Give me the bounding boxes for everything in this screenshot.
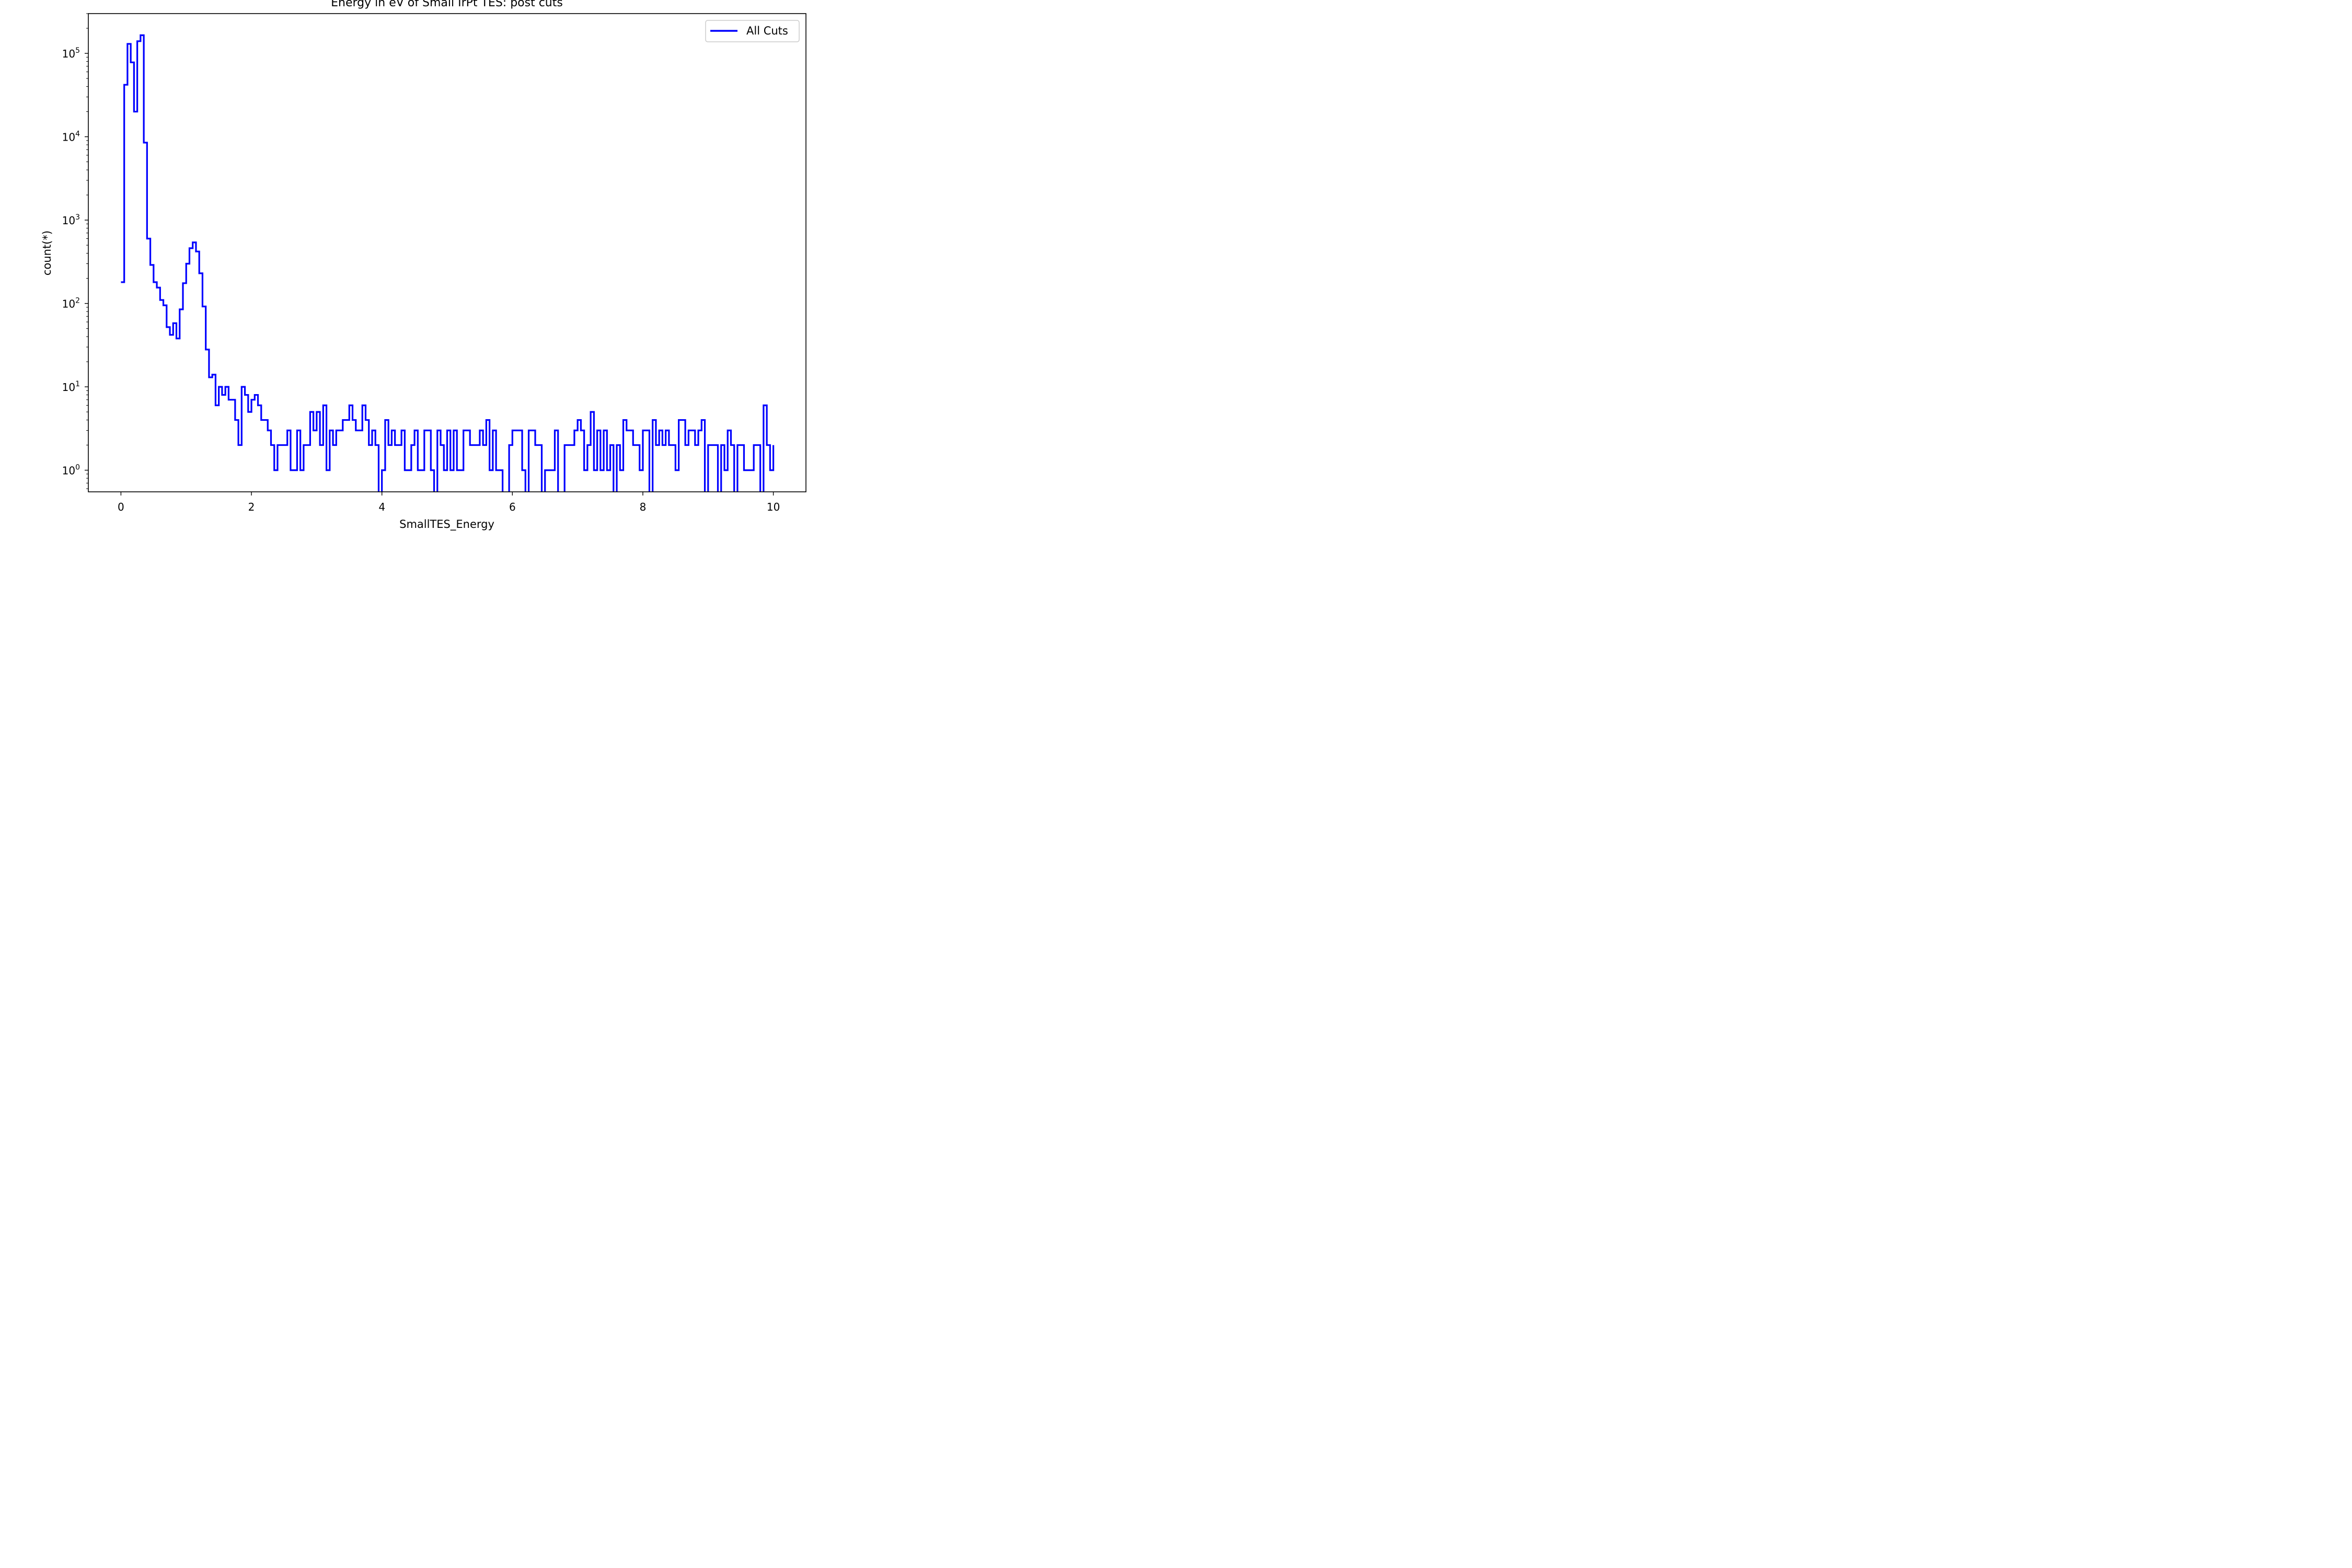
- y-axis-label: count(*): [41, 230, 53, 275]
- y-tick-base: 10: [62, 381, 75, 394]
- y-tick-exponent: 4: [75, 130, 80, 139]
- plot-frame: [88, 13, 806, 492]
- y-tick-base: 10: [62, 48, 75, 60]
- y-tick-base: 10: [62, 214, 75, 227]
- y-tick-label: 103: [62, 213, 80, 227]
- x-tick-label: 0: [118, 501, 124, 513]
- histogram-chart: Energy in eV of Small IrPt TES: post cut…: [0, 0, 809, 539]
- y-tick-exponent: 2: [75, 297, 80, 305]
- y-tick-exponent: 3: [75, 213, 80, 222]
- chart-title: Energy in eV of Small IrPt TES: post cut…: [331, 0, 563, 9]
- y-tick-exponent: 0: [75, 464, 80, 472]
- x-tick-label: 10: [767, 501, 780, 513]
- y-tick-base: 10: [62, 298, 75, 310]
- x-tick-label: 4: [378, 501, 385, 513]
- y-tick-label: 102: [62, 297, 80, 310]
- y-tick-label: 100: [62, 464, 80, 477]
- legend-label-all-cuts: All Cuts: [746, 25, 788, 37]
- x-axis-label: SmallTES_Energy: [399, 518, 494, 531]
- y-tick-exponent: 1: [75, 380, 80, 388]
- series-all-cuts-step-line: [121, 34, 775, 492]
- y-tick-exponent: 5: [75, 47, 80, 55]
- x-tick-label: 2: [248, 501, 255, 513]
- x-tick-label: 8: [640, 501, 647, 513]
- x-tick-label: 6: [509, 501, 516, 513]
- legend: All Cuts: [705, 20, 800, 42]
- y-tick-base: 10: [62, 465, 75, 477]
- y-tick-base: 10: [62, 131, 75, 144]
- y-tick-label: 101: [62, 380, 80, 394]
- y-tick-label: 104: [62, 130, 80, 144]
- legend-box: [705, 20, 800, 42]
- y-tick-label: 105: [62, 47, 80, 60]
